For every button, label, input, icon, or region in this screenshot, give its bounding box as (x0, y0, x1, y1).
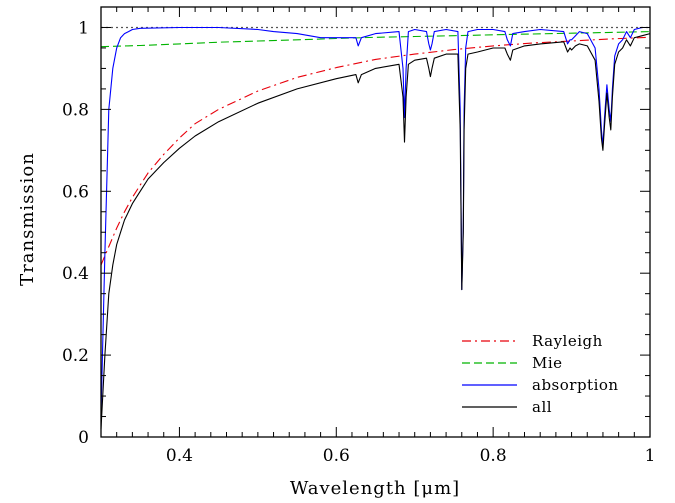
y-axis-label: Transmission (17, 152, 38, 286)
legend: Rayleigh Mie absorption all (462, 332, 619, 416)
legend-item-all: all (462, 398, 552, 416)
y-tick-label: 0.8 (62, 100, 89, 120)
legend-item-rayleigh: Rayleigh (462, 332, 603, 350)
x-tick-label: 1 (645, 446, 656, 466)
y-tick-label: 0.2 (62, 346, 89, 366)
series-all-line (100, 33, 651, 429)
y-tick-label: 0.6 (62, 182, 89, 202)
axes-layer: 0.4 0.6 0.8 1 0 0.2 0.4 0.6 0.8 1 (62, 6, 656, 466)
series-layer (100, 26, 651, 429)
legend-label: all (532, 398, 552, 416)
y-tick-label: 0.4 (62, 264, 89, 284)
series-absorption-line (100, 26, 650, 417)
series-mie-line (100, 31, 651, 48)
y-tick-label: 1 (78, 18, 89, 38)
x-tick-label: 0.6 (323, 446, 350, 466)
legend-label: Mie (532, 354, 563, 372)
legend-label: Rayleigh (532, 332, 603, 350)
y-tick-label: 0 (78, 428, 89, 448)
plot-frame (100, 6, 651, 438)
legend-item-mie: Mie (462, 354, 563, 372)
x-axis-label: Wavelength [μm] (290, 478, 460, 499)
x-tick-label: 0.4 (166, 446, 193, 466)
x-tick-label: 0.8 (480, 446, 507, 466)
legend-item-absorption: absorption (462, 376, 619, 394)
legend-label: absorption (532, 376, 619, 394)
series-rayleigh-line (100, 36, 651, 266)
